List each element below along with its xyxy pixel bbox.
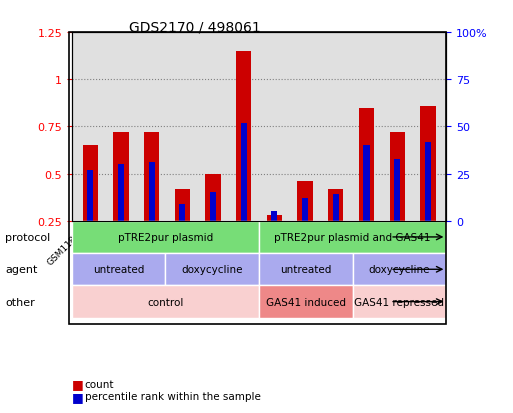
Text: GSM118263: GSM118263 — [76, 221, 121, 266]
Text: agent: agent — [5, 265, 37, 275]
Bar — [267, 216, 282, 268]
Bar — [149, 163, 155, 268]
Text: doxycycline: doxycycline — [369, 265, 430, 275]
Bar — [241, 123, 247, 268]
Bar — [72, 254, 165, 286]
Text: untreated: untreated — [280, 265, 331, 275]
Bar — [210, 193, 216, 268]
Bar — [271, 212, 278, 268]
Text: GSM118261: GSM118261 — [229, 221, 274, 266]
Bar — [425, 142, 431, 268]
Bar — [420, 107, 436, 268]
Text: GAS41 induced: GAS41 induced — [266, 297, 346, 307]
Bar — [72, 286, 259, 318]
Text: GSM118265: GSM118265 — [260, 221, 305, 266]
Bar — [298, 182, 313, 268]
Text: GAS41 repressed: GAS41 repressed — [354, 297, 444, 307]
Bar — [353, 286, 446, 318]
Bar — [174, 189, 190, 268]
Text: ■: ■ — [72, 390, 84, 403]
Text: other: other — [5, 297, 35, 307]
Text: pTRE2pur plasmid and GAS41: pTRE2pur plasmid and GAS41 — [274, 233, 431, 242]
Bar — [113, 133, 129, 268]
Bar — [259, 221, 446, 254]
Text: untreated: untreated — [93, 265, 144, 275]
Bar — [118, 165, 124, 268]
Text: GSM118266: GSM118266 — [199, 221, 244, 266]
Text: GSM118258: GSM118258 — [137, 221, 182, 266]
Bar — [259, 286, 353, 318]
Text: GSM118262: GSM118262 — [168, 221, 213, 266]
Bar — [363, 146, 369, 268]
Bar — [359, 108, 374, 268]
Text: doxycycline: doxycycline — [182, 265, 243, 275]
Text: ■: ■ — [72, 377, 84, 391]
Bar — [72, 221, 259, 254]
Bar — [353, 254, 446, 286]
Text: control: control — [147, 297, 184, 307]
Text: percentile rank within the sample: percentile rank within the sample — [85, 392, 261, 401]
Bar — [328, 189, 344, 268]
Text: GSM118269: GSM118269 — [291, 221, 336, 266]
Bar — [144, 133, 160, 268]
Text: GSM118264: GSM118264 — [352, 221, 397, 266]
Text: GSM118268: GSM118268 — [383, 221, 428, 266]
Bar — [333, 195, 339, 268]
Bar — [165, 254, 259, 286]
Text: protocol: protocol — [5, 233, 50, 242]
Text: GSM118260: GSM118260 — [321, 221, 366, 266]
Bar — [236, 52, 251, 268]
Text: pTRE2pur plasmid: pTRE2pur plasmid — [118, 233, 213, 242]
Bar — [179, 204, 185, 268]
Bar — [302, 199, 308, 268]
Bar — [205, 174, 221, 268]
Text: GSM118259: GSM118259 — [45, 221, 90, 266]
Text: GDS2170 / 498061: GDS2170 / 498061 — [129, 21, 261, 35]
Bar — [87, 171, 93, 268]
Text: GSM118267: GSM118267 — [107, 221, 152, 266]
Bar — [83, 146, 98, 268]
Bar — [259, 254, 353, 286]
Bar — [394, 159, 400, 268]
Bar — [389, 133, 405, 268]
Text: count: count — [85, 379, 114, 389]
